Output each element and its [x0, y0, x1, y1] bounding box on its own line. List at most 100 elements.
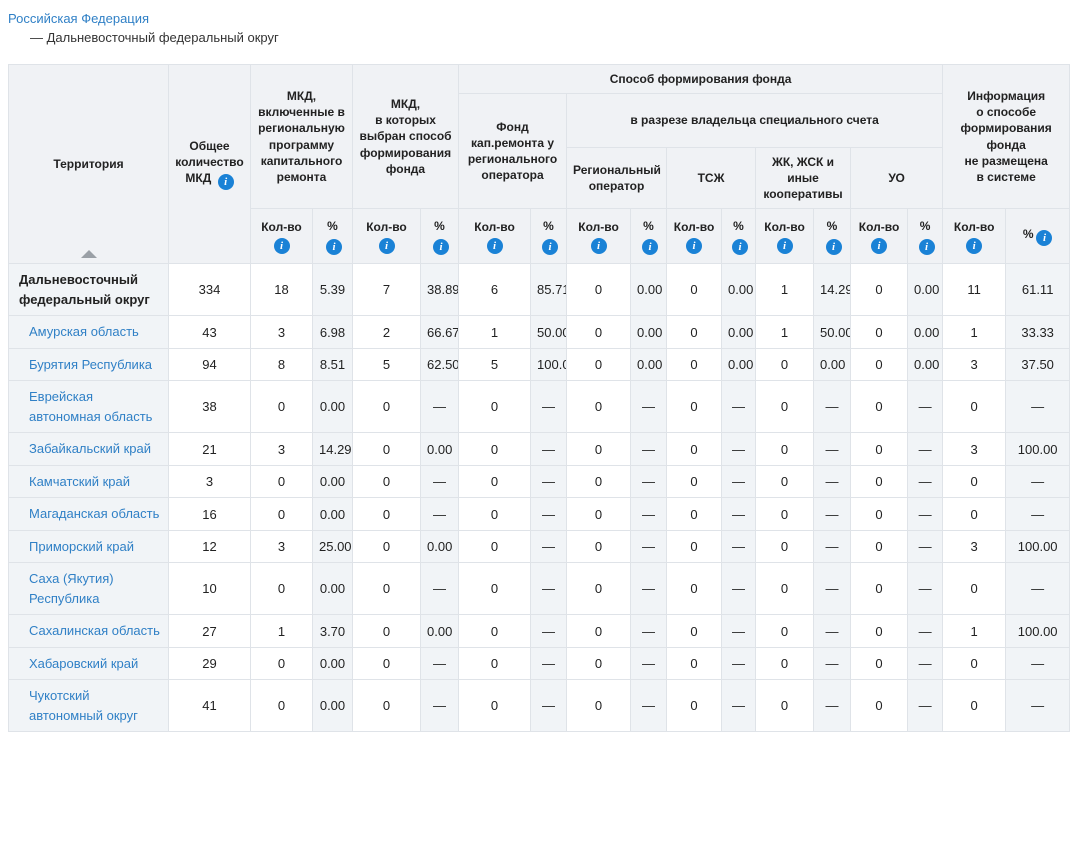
value-cell: 0: [755, 432, 815, 466]
value-cell: 0: [352, 679, 421, 733]
info-icon[interactable]: i: [825, 238, 842, 255]
col-header-jk-jsk: ЖК, ЖСК и иные кооперативы: [755, 146, 852, 210]
territory-link[interactable]: Приморский край: [29, 538, 134, 554]
territory-link[interactable]: Еврейская автономная область: [29, 389, 153, 424]
value-cell: 0: [352, 614, 421, 648]
territory-link[interactable]: Сахалинская область: [29, 623, 160, 639]
territory-link[interactable]: Камчатский край: [29, 473, 130, 489]
info-icon[interactable]: i: [590, 238, 607, 255]
col-subheader-percent: %i: [419, 208, 460, 265]
value-cell: 1: [250, 614, 313, 648]
value-cell: 1: [755, 315, 815, 349]
info-icon[interactable]: i: [378, 238, 395, 255]
value-cell: 0: [250, 464, 313, 499]
value-cell: 0: [755, 347, 815, 382]
value-cell: 0.00: [312, 646, 353, 681]
subheader-row: Кол-во i %i Кол-во i %i Кол-во i %i Кол-во i %i Кол-…: [9, 208, 1071, 265]
table-row: Саха (Якутия) Республика 10 0 0.00 0—0—0—0—0…: [8, 562, 1071, 616]
col-header-tsj: ТСЖ: [666, 146, 757, 210]
value-cell: 0: [566, 347, 632, 382]
value-cell: —: [630, 614, 668, 648]
value-cell: 0: [666, 315, 723, 349]
info-icon[interactable]: i: [642, 238, 659, 255]
value-cell: 85.71: [530, 263, 568, 317]
value-cell: —: [630, 432, 668, 466]
territory-link[interactable]: Саха (Якутия) Республика: [29, 571, 114, 606]
info-icon[interactable]: i: [433, 238, 449, 255]
value-cell: 94: [168, 347, 251, 382]
info-icon[interactable]: i: [918, 238, 935, 255]
col-subheader-percent: %i: [530, 208, 568, 265]
value-cell: 0: [352, 562, 421, 616]
col-subheader-count: Кол-во i: [755, 208, 815, 265]
territory-link[interactable]: Забайкальский край: [29, 441, 152, 457]
value-cell: 0: [666, 562, 723, 616]
sort-asc-icon[interactable]: [80, 250, 97, 259]
breadcrumb-root-link[interactable]: Российская Федерация: [8, 11, 150, 26]
value-cell: 16: [168, 497, 251, 531]
value-cell: 0: [942, 497, 1007, 531]
value-cell: 0: [850, 562, 909, 616]
territory-link[interactable]: Чукотский автономный округ: [29, 688, 138, 723]
info-icon[interactable]: i: [776, 238, 793, 255]
value-cell: 0.00: [312, 562, 353, 616]
value-cell: 0: [352, 646, 421, 681]
territory-cell: Камчатский край: [8, 464, 169, 499]
percent-label: %: [327, 219, 338, 234]
info-icon[interactable]: i: [326, 238, 342, 255]
value-cell: 0: [666, 464, 723, 499]
value-cell: —: [530, 380, 568, 434]
value-cell: 0: [566, 380, 632, 434]
value-cell: 0: [755, 614, 815, 648]
percent-label: %: [1022, 227, 1034, 242]
info-icon[interactable]: i: [217, 174, 234, 191]
value-cell: 10: [168, 562, 251, 616]
info-icon[interactable]: i: [486, 238, 503, 255]
table-row: Бурятия Республика9488.51562.505100.0000…: [8, 347, 1071, 382]
value-cell: 0: [850, 263, 909, 317]
info-icon[interactable]: i: [1036, 230, 1053, 247]
info-icon[interactable]: i: [542, 238, 559, 255]
info-icon[interactable]: i: [732, 238, 749, 255]
value-cell: 100.00: [1005, 432, 1071, 466]
value-cell: 3: [250, 315, 313, 349]
value-cell: 0.00: [419, 614, 460, 648]
value-cell: —: [721, 497, 757, 531]
info-icon[interactable]: i: [273, 238, 290, 255]
value-cell: 0: [666, 432, 723, 466]
value-cell: 3: [942, 347, 1007, 382]
value-cell: 5.39: [312, 263, 353, 317]
percent-label: %: [826, 219, 838, 234]
value-cell: —: [721, 562, 757, 616]
col-subheader-percent: %i: [907, 208, 944, 265]
value-cell: —: [630, 562, 668, 616]
value-cell: 3.70: [312, 614, 353, 648]
table-row: Хабаровский край 29 0 0.00 0—0—0—0—0—0—0—: [8, 646, 1071, 681]
value-cell: 0: [352, 432, 421, 466]
value-cell: 0: [352, 497, 421, 531]
value-cell: 0: [755, 562, 815, 616]
territory-label: Дальневосточный федеральный округ: [19, 272, 150, 307]
territory-link[interactable]: Бурятия Республика: [29, 356, 153, 372]
col-header-included-in-program: МКД, включенные в региональную программу…: [250, 63, 353, 210]
value-cell: —: [907, 646, 944, 681]
value-cell: 0: [352, 380, 421, 434]
value-cell: 3: [942, 432, 1007, 466]
value-cell: 0: [458, 646, 532, 681]
info-icon[interactable]: i: [966, 238, 983, 255]
value-cell: 62.50: [419, 347, 460, 382]
value-cell: —: [721, 679, 757, 733]
territory-link[interactable]: Магаданская область: [29, 506, 160, 522]
value-cell: 0.00: [312, 679, 353, 733]
value-cell: 0: [666, 380, 723, 434]
info-icon[interactable]: i: [686, 238, 703, 255]
value-cell: 50.00: [813, 315, 852, 349]
value-cell: —: [813, 432, 852, 466]
value-cell: 0: [566, 432, 632, 466]
percent-label: %: [919, 219, 931, 234]
territory-link[interactable]: Хабаровский край: [29, 655, 139, 671]
territory-link[interactable]: Амурская область: [29, 324, 139, 340]
col-subheader-count: Кол-во i: [566, 208, 632, 265]
value-cell: 3: [250, 529, 313, 564]
info-icon[interactable]: i: [871, 238, 888, 255]
